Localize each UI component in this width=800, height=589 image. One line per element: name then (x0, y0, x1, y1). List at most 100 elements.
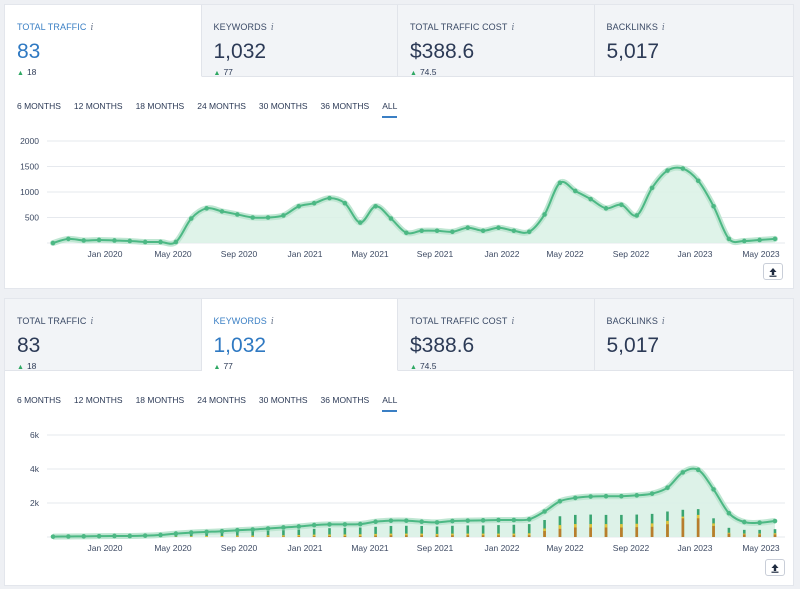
info-icon[interactable]: i (661, 23, 665, 33)
data-point (557, 180, 563, 186)
data-point (235, 527, 240, 533)
info-icon[interactable]: i (90, 317, 94, 327)
metric-tab-total-traffic[interactable]: TOTAL TRAFFIC i 83 ▲ 18 (5, 299, 202, 371)
data-point (757, 237, 762, 243)
period-6-months[interactable]: 6 MONTHS (17, 101, 61, 111)
data-point (649, 185, 655, 191)
x-tick-label: Sep 2021 (417, 249, 454, 259)
export-button[interactable] (765, 559, 785, 576)
period-12-months[interactable]: 12 MONTHS (73, 101, 123, 111)
data-point (357, 220, 363, 225)
period-30-months[interactable]: 30 MONTHS (258, 395, 308, 405)
data-point (542, 212, 547, 217)
data-point (50, 534, 56, 539)
data-point (465, 518, 471, 523)
period-24-months[interactable]: 24 MONTHS (197, 101, 246, 111)
metric-tab-total-traffic-cost[interactable]: TOTAL TRAFFIC COST i $388.6 ▲ 74.5 (398, 5, 595, 77)
x-tick-label: May 2022 (546, 249, 584, 259)
period-18-months[interactable]: 18 MONTHS (135, 395, 185, 405)
metric-delta: 74.5 (419, 361, 437, 371)
x-tick-label: May 2023 (742, 543, 780, 553)
metric-tab-backlinks[interactable]: BACKLINKS i 5,017 (594, 299, 793, 371)
x-tick-label: May 2020 (154, 249, 192, 259)
triangle-up-icon: ▲ (17, 364, 24, 371)
data-point (173, 239, 179, 245)
data-point (572, 495, 578, 501)
bar-segment-yellow (405, 533, 408, 537)
period-36-months[interactable]: 36 MONTHS (320, 395, 370, 405)
bar-segment-dark (635, 527, 639, 537)
x-tick-label: May 2021 (351, 249, 389, 259)
bar-segment-yellow (343, 534, 347, 537)
data-point (480, 228, 486, 234)
bar-segment-yellow (266, 535, 270, 537)
data-point (695, 178, 701, 184)
data-point (634, 213, 640, 218)
bar-segment-green (512, 524, 516, 537)
period-36-months[interactable]: 36 MONTHS (320, 101, 370, 111)
bar-segment-dark (727, 533, 731, 537)
traffic-panel: TOTAL TRAFFIC i 83 ▲ 18 KEYWORDS i 1,032 ▲ 7… (4, 4, 794, 289)
export-button[interactable] (763, 263, 783, 280)
bar-segment-dark (466, 535, 470, 537)
metric-tab-total-traffic-cost[interactable]: TOTAL TRAFFIC COST i $388.6 ▲ 74.5 (398, 299, 595, 371)
data-point (96, 533, 102, 539)
x-tick-label: Jan 2020 (88, 543, 123, 553)
bar-segment-dark (420, 535, 423, 537)
bar-segment-dark (666, 524, 669, 537)
metric-tab-keywords[interactable]: KEYWORDS i 1,032 ▲ 77 (201, 299, 398, 371)
bar-segment-dark (497, 535, 500, 537)
period-30-months[interactable]: 30 MONTHS (258, 101, 308, 111)
data-point (419, 228, 424, 234)
period-12-months[interactable]: 12 MONTHS (73, 395, 123, 405)
data-point (465, 225, 471, 230)
bar-segment-green (374, 526, 377, 537)
data-point (434, 520, 440, 525)
bar-segment-yellow (282, 535, 285, 537)
data-point (66, 534, 71, 539)
bar-segment-yellow (297, 534, 301, 537)
data-point (296, 203, 302, 209)
bar-segment-dark (312, 536, 316, 537)
x-tick-label: Jan 2021 (288, 543, 323, 553)
metric-value: 83 (17, 40, 41, 63)
period-24-months[interactable]: 24 MONTHS (197, 395, 246, 405)
data-point (311, 200, 317, 206)
info-icon[interactable]: i (270, 317, 274, 327)
data-point (603, 206, 609, 211)
period-18-months[interactable]: 18 MONTHS (135, 101, 185, 111)
bar-segment-green (343, 527, 347, 537)
bar-segment-green (758, 529, 761, 537)
info-icon[interactable]: i (90, 23, 94, 33)
data-point (526, 229, 532, 235)
data-point (66, 236, 71, 242)
info-icon[interactable]: i (270, 23, 274, 33)
info-icon[interactable]: i (511, 23, 515, 33)
bar-segment-dark (481, 535, 485, 537)
data-point (511, 228, 517, 234)
period-6-months[interactable]: 6 MONTHS (17, 395, 61, 405)
metric-value: 5,017 (606, 40, 660, 63)
metric-label: TOTAL TRAFFIC COST (410, 316, 508, 326)
data-point (188, 530, 194, 535)
period-all[interactable]: ALL (382, 395, 398, 412)
bar-segment-dark (405, 535, 408, 537)
bar-segment-green (205, 532, 208, 537)
info-icon[interactable]: i (511, 317, 515, 327)
bar-segment-dark (527, 535, 531, 537)
x-tick-label: Jan 2022 (485, 249, 520, 259)
metric-tab-backlinks[interactable]: BACKLINKS i 5,017 (594, 5, 793, 77)
data-point (327, 522, 332, 527)
info-icon[interactable]: i (661, 317, 665, 327)
x-tick-label: May 2021 (351, 543, 389, 553)
data-point (772, 236, 778, 242)
metric-tab-total-traffic[interactable]: TOTAL TRAFFIC i 83 ▲ 18 (5, 5, 202, 77)
bar-segment-green (420, 525, 423, 537)
period-all[interactable]: ALL (382, 101, 398, 118)
bar-segment-yellow (420, 533, 423, 537)
data-point (404, 518, 409, 523)
metric-tab-keywords[interactable]: KEYWORDS i 1,032 ▲ 77 (201, 5, 398, 77)
data-point (711, 487, 716, 492)
metric-value: $388.6 (410, 40, 475, 63)
metric-delta: 18 (26, 361, 37, 371)
